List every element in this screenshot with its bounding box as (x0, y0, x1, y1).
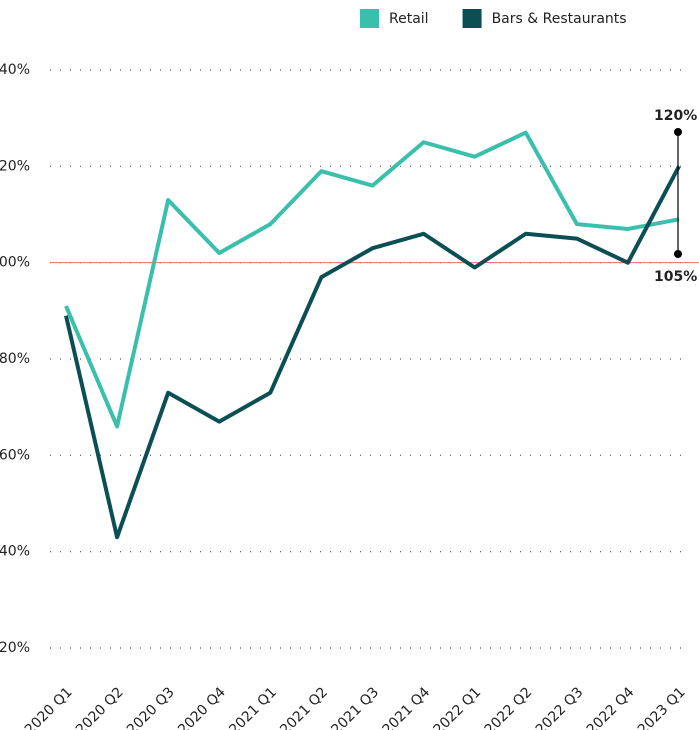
legend-label: Bars & Restaurants (492, 11, 627, 27)
x-tick-label: 2020 Q2 (73, 684, 127, 730)
x-tick-label: 2020 Q1 (22, 684, 76, 730)
annotation-dot (674, 250, 682, 258)
legend-swatch (360, 9, 379, 28)
x-tick-label: 2020 Q3 (124, 684, 178, 730)
y-tick-label: 40% (0, 544, 30, 560)
x-tick-label: 2021 Q4 (379, 684, 433, 730)
x-tick-label: 2022 Q2 (482, 684, 536, 730)
annotation-dot (674, 128, 682, 136)
y-tick-label: 140% (0, 62, 30, 78)
x-tick-label: 2021 Q2 (277, 684, 331, 730)
x-tick-label: 2020 Q4 (175, 684, 229, 730)
y-tick-label: 100% (0, 255, 30, 271)
y-tick-label: 20% (0, 640, 30, 656)
y-tick-label: 80% (0, 351, 30, 367)
y-tick-label: 120% (0, 158, 30, 174)
annotation: 120% (654, 108, 697, 124)
series-line (64, 165, 681, 540)
x-tick-label: 2021 Q3 (328, 684, 382, 730)
x-tick-label: 2023 Q1 (635, 684, 689, 730)
x-tick-label: 2022 Q1 (431, 684, 485, 730)
legend-swatch (462, 9, 482, 28)
legend-label: Retail (389, 11, 429, 27)
x-tick-label: 2022 Q4 (584, 684, 638, 730)
x-tick-label: 2021 Q1 (226, 684, 280, 730)
series-line (64, 130, 680, 429)
annotation: 105% (654, 269, 697, 285)
y-tick-label: 60% (0, 447, 30, 463)
x-tick-label: 2022 Q3 (533, 684, 587, 730)
